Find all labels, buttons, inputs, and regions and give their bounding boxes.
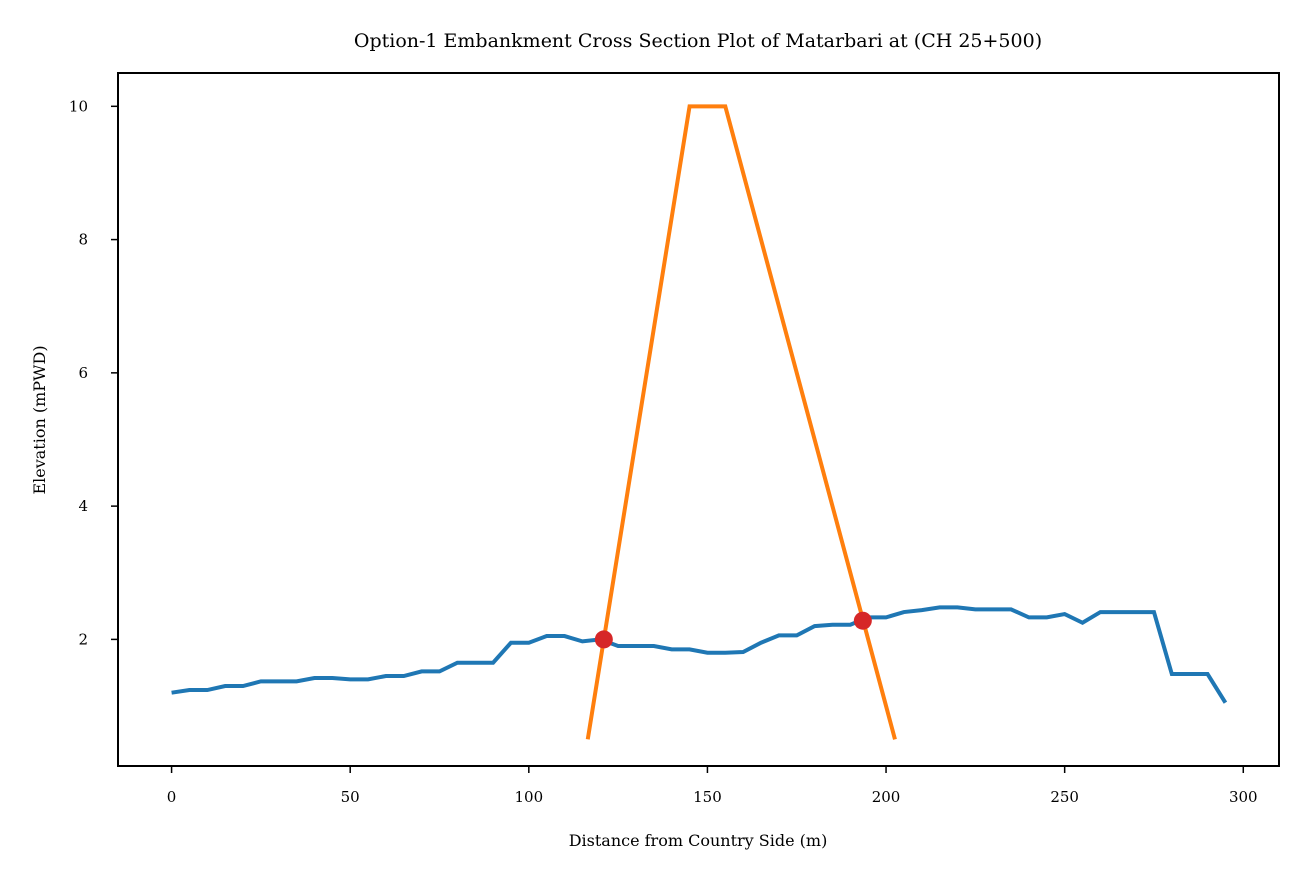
y-tick-label: 2 <box>78 630 88 648</box>
x-tick-label: 200 <box>872 788 901 806</box>
series-line-2 <box>585 104 897 740</box>
plot-frame <box>117 72 1280 767</box>
y-tick-label: 6 <box>78 364 88 382</box>
intersection-point-1 <box>594 630 613 649</box>
series-line-1 <box>171 605 1228 704</box>
y-tick-label: 8 <box>78 231 88 249</box>
plot-layer <box>171 104 1228 740</box>
x-tick-label: 250 <box>1050 788 1079 806</box>
chart-title: Option-1 Embankment Cross Section Plot o… <box>354 30 1042 52</box>
y-axis-label: Elevation (mPWD) <box>30 345 49 494</box>
y-tick-label: 4 <box>78 497 88 515</box>
y-tick-label: 10 <box>69 97 88 115</box>
x-axis-label: Distance from Country Side (m) <box>569 831 828 850</box>
x-tick-label: 100 <box>514 788 543 806</box>
x-tick-label: 50 <box>341 788 360 806</box>
x-tick-label: 0 <box>167 788 177 806</box>
intersection-point-2 <box>853 611 872 630</box>
x-tick-label: 300 <box>1229 788 1258 806</box>
x-tick-label: 150 <box>693 788 722 806</box>
axis-layer: 0 50 100 150 200 250 300 2 4 6 8 10 <box>69 97 1258 806</box>
